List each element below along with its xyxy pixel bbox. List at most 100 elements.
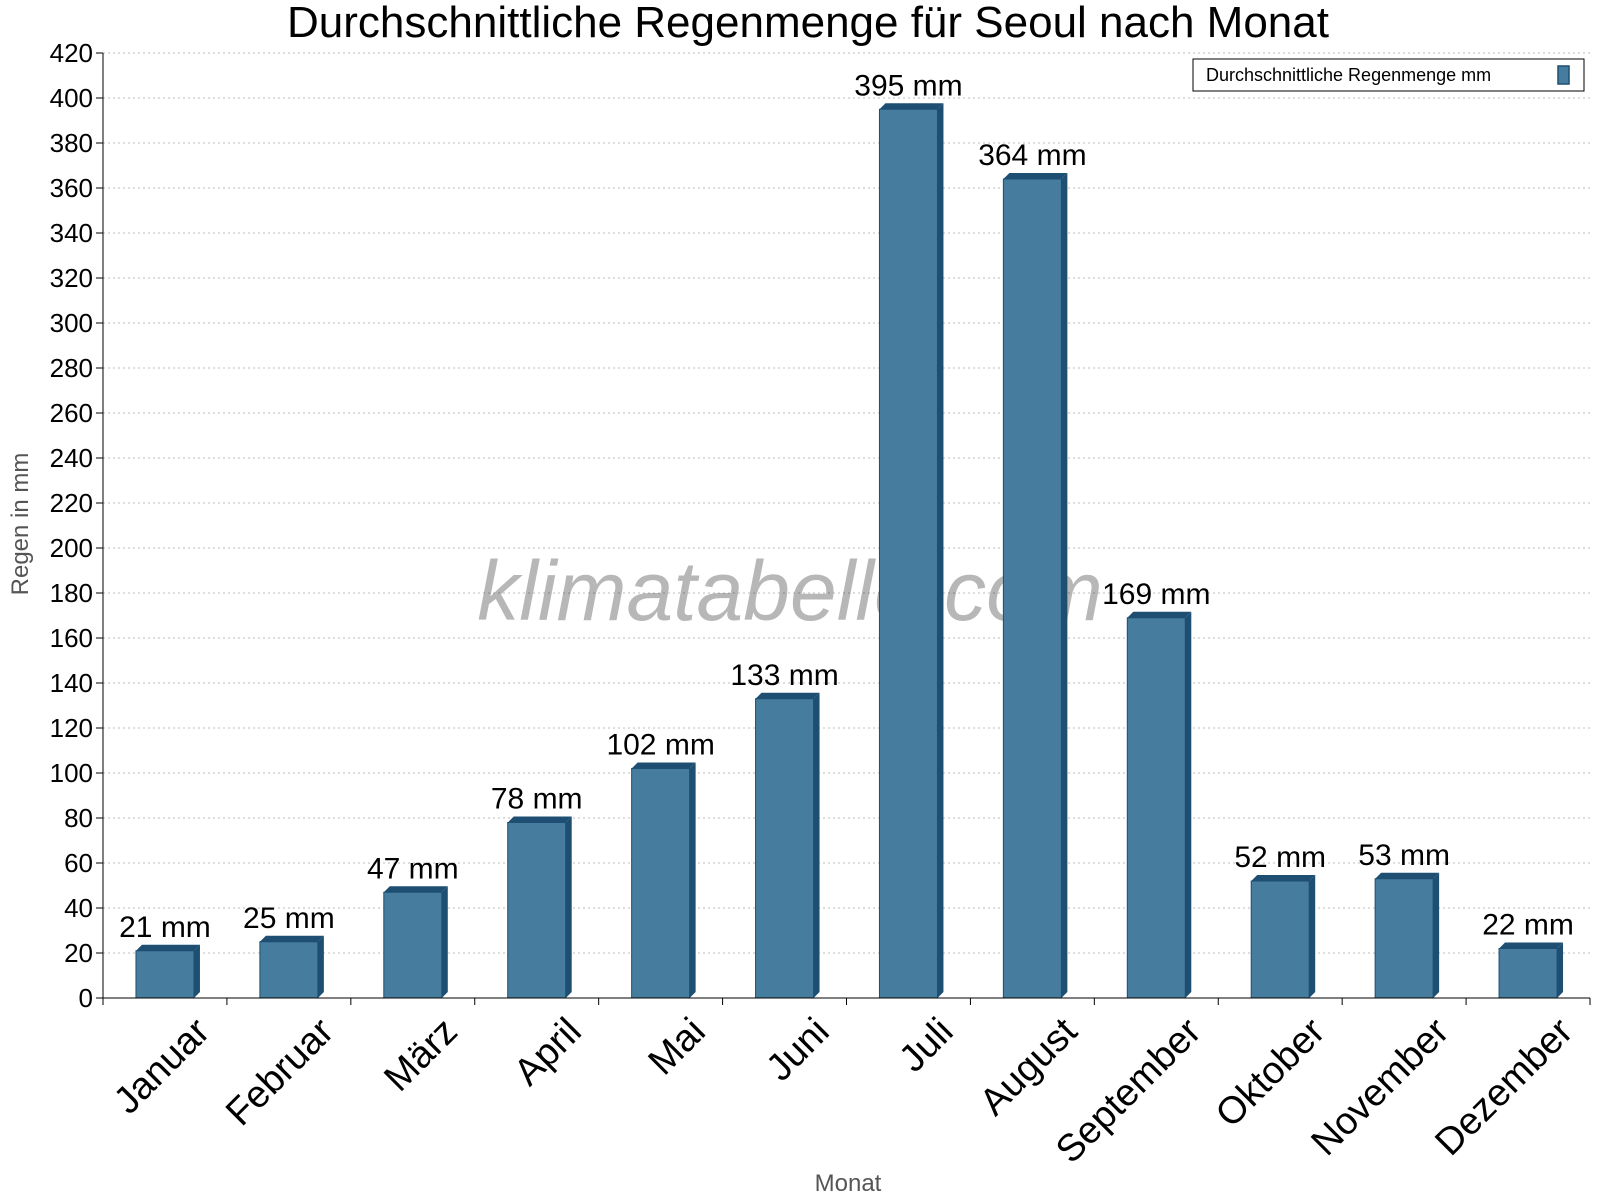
bar-top: [384, 886, 448, 892]
bar-juli[interactable]: [879, 103, 943, 998]
bar-front: [1251, 881, 1309, 998]
y-tick-label: 20: [64, 938, 93, 968]
bar-märz[interactable]: [384, 886, 448, 998]
bar-top: [632, 763, 696, 769]
y-tick-label: 40: [64, 893, 93, 923]
bar-juni[interactable]: [756, 693, 820, 998]
y-tick-label: 240: [50, 443, 93, 473]
bar-side: [1061, 173, 1067, 998]
bar-side: [318, 936, 324, 998]
x-tick-label: August: [972, 1010, 1086, 1124]
x-axis-title: Monat: [815, 1170, 882, 1197]
bar-side: [937, 103, 943, 998]
y-tick-label: 0: [79, 983, 93, 1013]
bar-side: [690, 763, 696, 999]
bar-januar[interactable]: [136, 945, 200, 998]
bar-top: [879, 103, 943, 109]
bar-top: [260, 936, 324, 942]
legend[interactable]: Durchschnittliche Regenmenge mm: [1193, 59, 1584, 91]
bar-top: [1375, 873, 1439, 879]
bar-dezember[interactable]: [1499, 943, 1563, 999]
bar-front: [756, 699, 814, 998]
bar-side: [1433, 873, 1439, 998]
x-tick-label: Juli: [891, 1010, 961, 1080]
bar-side: [1185, 612, 1191, 998]
y-tick-label: 400: [50, 83, 93, 113]
bar-top: [136, 945, 200, 951]
y-tick-label: 360: [50, 173, 93, 203]
y-tick-label: 340: [50, 218, 93, 248]
bar-side: [442, 886, 448, 998]
bar-mai[interactable]: [632, 763, 696, 999]
bar-front: [384, 892, 442, 998]
bar-top: [1251, 875, 1315, 881]
bar-front: [1127, 618, 1185, 998]
bar-november[interactable]: [1375, 873, 1439, 998]
data-label: 395 mm: [854, 69, 962, 102]
x-tick-label: Mai: [641, 1010, 714, 1083]
x-tick-label: Februar: [218, 1010, 342, 1134]
bar-side: [566, 817, 572, 999]
bar-side: [814, 693, 820, 998]
data-label: 169 mm: [1102, 578, 1210, 611]
bar-top: [508, 817, 572, 823]
bar-front: [1375, 879, 1433, 998]
bar-front: [879, 109, 937, 998]
data-label: 364 mm: [978, 139, 1086, 172]
x-tick-label: April: [506, 1010, 589, 1093]
y-tick-label: 200: [50, 533, 93, 563]
y-tick-label: 120: [50, 713, 93, 743]
bar-side: [194, 945, 200, 998]
bar-front: [1499, 949, 1557, 999]
x-tick-label: Januar: [106, 1010, 218, 1122]
bar-side: [1557, 943, 1563, 999]
y-tick-label: 140: [50, 668, 93, 698]
y-tick-label: 80: [64, 803, 93, 833]
y-tick-label: 180: [50, 578, 93, 608]
x-tick-label: Oktober: [1208, 1010, 1334, 1136]
data-label: 102 mm: [606, 729, 714, 762]
bar-front: [136, 951, 194, 998]
y-tick-label: 160: [50, 623, 93, 653]
y-tick-label: 280: [50, 353, 93, 383]
x-tick-label: Juni: [759, 1010, 838, 1089]
y-tick-label: 420: [50, 38, 93, 68]
data-label: 22 mm: [1482, 909, 1574, 942]
data-label: 52 mm: [1234, 841, 1326, 874]
x-tick-label: Dezember: [1427, 1010, 1581, 1164]
data-label: 25 mm: [243, 902, 335, 935]
data-label: 47 mm: [367, 852, 459, 885]
data-label: 133 mm: [730, 659, 838, 692]
legend-swatch: [1558, 66, 1569, 84]
bar-februar[interactable]: [260, 936, 324, 998]
y-tick-label: 60: [64, 848, 93, 878]
bar-side: [1309, 875, 1315, 998]
y-tick-label: 100: [50, 758, 93, 788]
y-tick-label: 300: [50, 308, 93, 338]
legend-label: Durchschnittliche Regenmenge mm: [1206, 65, 1491, 85]
bar-september[interactable]: [1127, 612, 1191, 998]
chart-title: Durchschnittliche Regenmenge für Seoul n…: [287, 0, 1329, 47]
data-label: 21 mm: [119, 911, 211, 944]
bar-front: [260, 942, 318, 998]
bar-top: [1127, 612, 1191, 618]
grid: [103, 53, 1590, 953]
bar-august[interactable]: [1003, 173, 1067, 998]
data-label: 53 mm: [1358, 839, 1450, 872]
x-tick-label: März: [376, 1010, 465, 1099]
y-tick-label: 220: [50, 488, 93, 518]
bar-oktober[interactable]: [1251, 875, 1315, 998]
y-tick-label: 320: [50, 263, 93, 293]
value-labels: 21 mm 25 mm 47 mm 78 mm 102 mm 133 mm 395 mm 36…: [119, 69, 1574, 944]
bar-top: [756, 693, 820, 699]
bar-front: [508, 823, 566, 999]
bar-april[interactable]: [508, 817, 572, 999]
bar-top: [1499, 943, 1563, 949]
bar-front: [632, 769, 690, 999]
y-tick-label: 260: [50, 398, 93, 428]
bar-top: [1003, 173, 1067, 179]
y-tick-label: 380: [50, 128, 93, 158]
data-label: 78 mm: [491, 783, 583, 816]
